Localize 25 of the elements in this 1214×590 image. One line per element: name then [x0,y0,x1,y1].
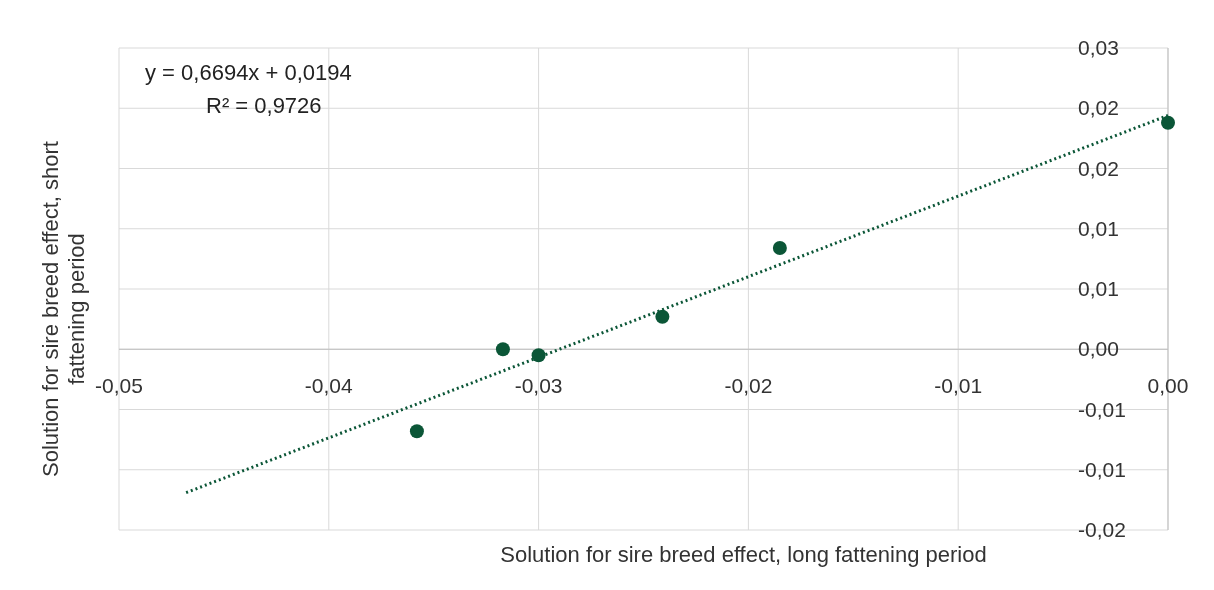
point [1161,115,1175,130]
point [495,342,510,357]
annotation: y = 0,6694x + 0,0194 [145,60,352,85]
x-tick-label: -0,01 [934,374,983,398]
y-tick-label: 0,01 [1078,216,1119,240]
y-tick-label: -0,02 [1078,518,1126,541]
y-axis-title: Solution for sire breed effect, short fattening period [38,141,89,477]
y-tick-label: 0,01 [1078,277,1119,300]
y-tick-label: 0,02 [1078,156,1119,180]
point [409,424,424,439]
point [655,309,670,324]
annotation: R² = 0,9726 [206,93,322,118]
x-tick-label: -0,03 [514,374,563,398]
y-tick-label: -0,01 [1078,457,1126,481]
x-tick-label: 0,00 [1147,374,1189,398]
x-tick-label: -0,04 [304,374,354,398]
y-tick-label: 0,03 [1078,36,1119,59]
y-tick-label: 0,00 [1078,337,1119,361]
y-tick-label: -0,01 [1078,397,1126,421]
point [531,348,546,363]
x-tick-label: -0,05 [95,374,143,398]
point [772,241,787,256]
y-tick-label: 0,02 [1078,96,1119,120]
x-axis-title: Solution for sire breed effect, long fattening period [500,542,987,567]
x-tick-label: -0,02 [724,374,773,398]
